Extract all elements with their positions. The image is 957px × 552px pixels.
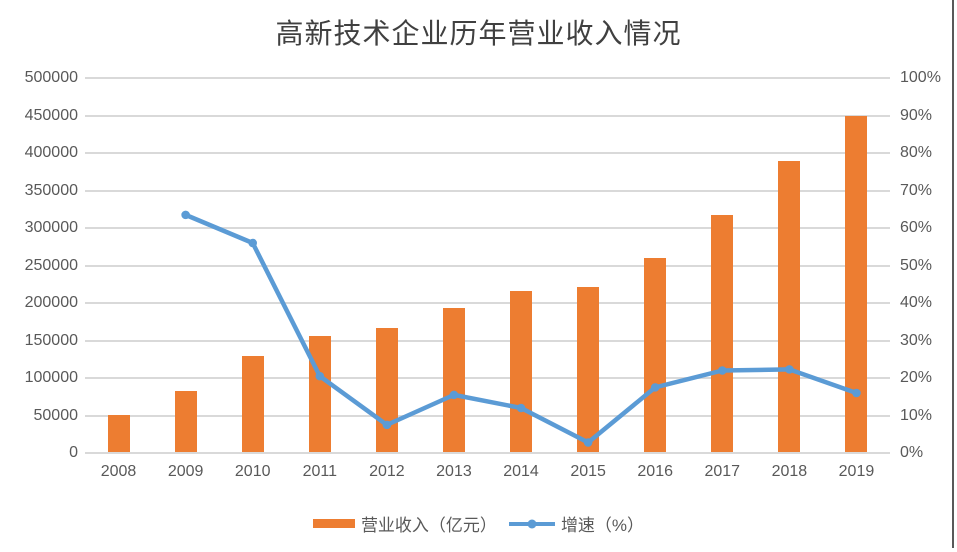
x-axis-category-label: 2010 [234,463,271,480]
gridline [85,377,890,379]
growth-line [181,210,861,447]
x-axis-category-label: 2011 [302,463,337,480]
left-axis-tick-label: 450000 [24,106,78,124]
revenue-bar [778,161,801,453]
growth-line-marker [583,438,593,447]
plot-area [85,77,890,454]
gridline [85,189,890,192]
growth-line-marker [650,383,660,392]
x-axis-category-label: 2018 [771,463,808,480]
legend-item-growth: 增速（%） [508,511,645,536]
x-axis-category-label: 2013 [436,463,472,480]
growth-line-marker [516,403,526,413]
gridline [85,414,890,417]
growth-legend-label: 增速（%） [560,516,645,535]
chart-title: 高新技术企业历年营业收入情况 [275,17,682,50]
growth-line-marker [248,238,258,248]
growth-line-marker [315,371,325,381]
right-border-line [952,0,954,548]
right-axis-tick-label: 20% [900,369,933,386]
left-axis-tick-label: 0 [69,444,78,461]
right-axis-tick-label: 10% [900,406,933,424]
revenue-bar [442,307,465,453]
growth-line-marker [717,366,727,375]
growth-line-marker [382,420,392,430]
legend-item-revenue: 营业收入（亿元） [312,511,497,536]
right-axis-tick-label: 40% [900,294,933,311]
x-axis-category-label: 2015 [570,463,606,480]
revenue-bar [711,214,734,453]
left-axis-tick-label: 350000 [24,181,78,199]
gridline [85,227,890,229]
right-axis-tick-label: 90% [900,106,933,124]
gridline [85,264,890,267]
right-axis-tick-label: 60% [900,219,933,236]
revenue-bar [241,355,264,453]
left-axis-tick-label: 300000 [24,219,78,236]
right-axis-tick-label: 100% [900,69,941,86]
gridline [85,114,890,117]
x-axis-category-label: 2017 [704,463,741,480]
revenue-bar [845,115,868,453]
left-axis-tick-label: 250000 [24,256,78,274]
left-axis-tick-label: 200000 [24,294,78,311]
growth-line-marker [852,388,861,398]
left-axis-tick-label: 100000 [24,369,78,386]
x-axis-line [85,452,890,454]
revenue-bar [107,414,130,453]
x-axis-category-label: 2014 [503,463,539,480]
x-axis-category-label: 2012 [369,463,405,480]
x-axis-category-label: 2009 [167,463,204,480]
revenue-bar [644,258,667,453]
left-axis-tick-label: 400000 [24,144,78,161]
gridline [85,302,890,304]
x-axis-category-label: 2008 [100,463,137,480]
gridline [85,77,890,79]
gridline [85,339,890,342]
x-axis-category-label: 2019 [838,463,875,480]
right-axis-tick-label: 80% [900,144,933,161]
x-axis-category-label: 2016 [637,463,673,480]
revenue-bar [174,390,197,453]
revenue-legend-swatch [312,519,355,528]
revenue-bar [577,286,600,453]
left-axis-tick-label: 50000 [33,406,79,424]
growth-legend-line-icon [508,519,555,528]
revenue-legend-label: 营业收入（亿元） [360,516,497,535]
growth-line-marker [785,365,794,374]
gridline [85,152,890,154]
growth-line-marker [181,210,190,220]
growth-line-marker [449,390,459,400]
right-axis-tick-label: 0% [900,444,924,461]
right-axis-tick-label: 70% [900,181,933,199]
legend: 营业收入（亿元） 增速（%） [0,511,957,536]
left-axis-tick-label: 500000 [24,69,78,86]
right-axis-tick-label: 50% [900,256,933,274]
left-axis-tick-label: 150000 [24,331,78,349]
right-axis-tick-label: 30% [900,331,933,349]
